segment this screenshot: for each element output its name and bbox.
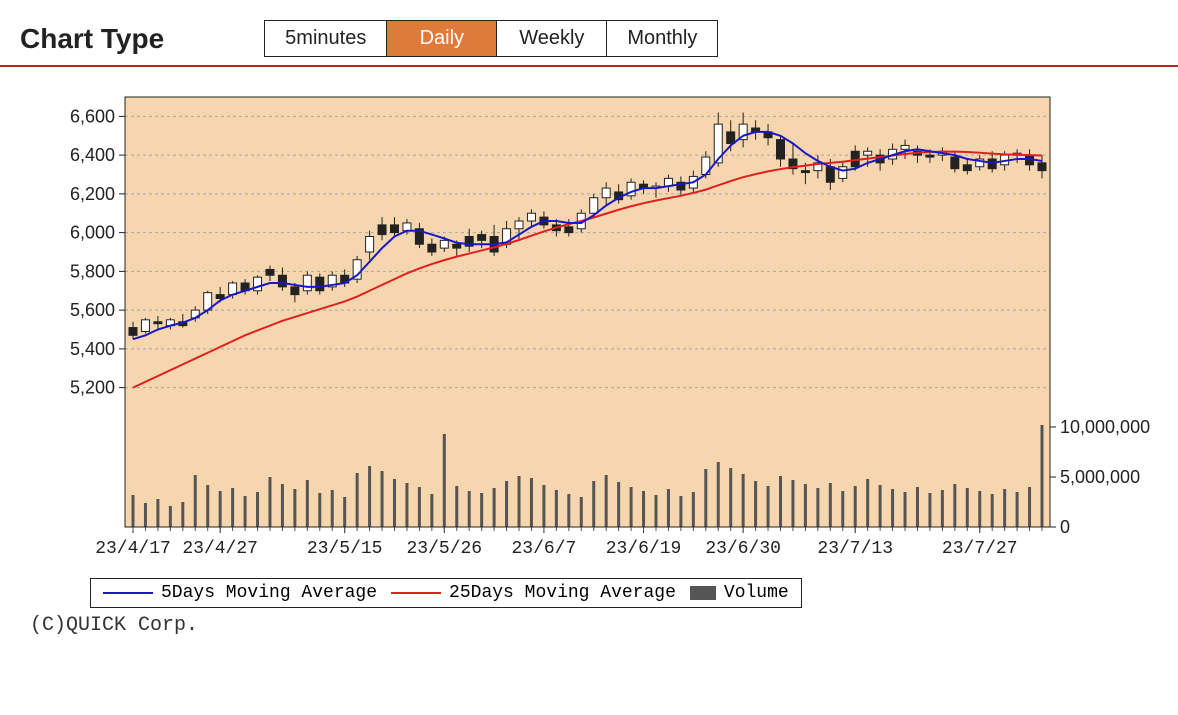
svg-text:23/5/15: 23/5/15 <box>307 539 383 559</box>
svg-text:10,000,000: 10,000,000 <box>1060 417 1150 437</box>
tab-daily[interactable]: Daily <box>387 21 497 56</box>
svg-text:5,400: 5,400 <box>70 339 115 359</box>
svg-text:23/7/13: 23/7/13 <box>817 539 893 559</box>
svg-text:5,000,000: 5,000,000 <box>1060 467 1140 487</box>
svg-text:6,600: 6,600 <box>70 106 115 126</box>
chart-type-tabs: 5minutesDailyWeeklyMonthly <box>264 20 718 57</box>
legend-item: 25Days Moving Average <box>391 583 676 603</box>
svg-text:6,200: 6,200 <box>70 184 115 204</box>
svg-text:23/5/26: 23/5/26 <box>406 539 482 559</box>
svg-text:23/6/7: 23/6/7 <box>512 539 577 559</box>
svg-text:6,400: 6,400 <box>70 145 115 165</box>
svg-text:23/4/17: 23/4/17 <box>95 539 171 559</box>
svg-text:0: 0 <box>1060 517 1070 537</box>
svg-text:5,600: 5,600 <box>70 300 115 320</box>
svg-text:6,000: 6,000 <box>70 223 115 243</box>
svg-text:23/6/19: 23/6/19 <box>606 539 682 559</box>
chart-type-title: Chart Type <box>20 23 164 55</box>
tab-monthly[interactable]: Monthly <box>607 21 717 56</box>
svg-text:23/6/30: 23/6/30 <box>705 539 781 559</box>
svg-text:23/4/27: 23/4/27 <box>182 539 258 559</box>
tab-5minutes[interactable]: 5minutes <box>265 21 387 56</box>
legend-item: 5Days Moving Average <box>103 583 377 603</box>
header: Chart Type 5minutesDailyWeeklyMonthly <box>0 0 1178 67</box>
legend-item: Volume <box>690 583 789 603</box>
chart-container: 5,200 5,400 5,600 5,800 6,000 6,200 6,400 6,600… <box>30 87 1148 572</box>
price-chart: 5,200 5,400 5,600 5,800 6,000 6,200 6,400 6,600… <box>30 87 1160 567</box>
tab-weekly[interactable]: Weekly <box>497 21 607 56</box>
legend: 5Days Moving Average 25Days Moving Averag… <box>90 578 802 608</box>
svg-text:5,200: 5,200 <box>70 378 115 398</box>
svg-text:5,800: 5,800 <box>70 261 115 281</box>
svg-text:23/7/27: 23/7/27 <box>942 539 1018 559</box>
copyright: (C)QUICK Corp. <box>30 614 1178 637</box>
